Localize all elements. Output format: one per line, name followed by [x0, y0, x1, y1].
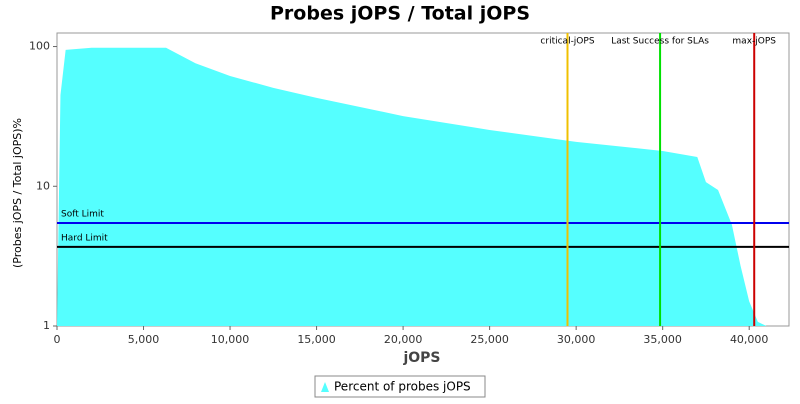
limit-label: Hard Limit — [61, 233, 108, 243]
legend-swatch — [321, 382, 329, 392]
x-tick-label: 0 — [54, 333, 61, 346]
y-axis-label: (Probes jOPS / Total jOPS)% — [11, 118, 24, 268]
x-tick-label: 30,000 — [557, 333, 596, 346]
x-tick-label: 15,000 — [297, 333, 336, 346]
marker-label: Last Success for SLAs — [611, 37, 709, 47]
chart-title: Probes jOPS / Total jOPS — [270, 3, 530, 25]
limit-label: Soft Limit — [61, 209, 104, 219]
area — [57, 47, 789, 327]
x-tick-label: 20,000 — [384, 333, 423, 346]
y-tick-label: 1 — [43, 319, 50, 332]
x-tick-label: 25,000 — [470, 333, 509, 346]
marker-label: max-jOPS — [732, 37, 776, 47]
y-tick-label: 10 — [36, 179, 50, 192]
x-tick-label: 10,000 — [211, 333, 250, 346]
legend-label: Percent of probes jOPS — [334, 380, 471, 394]
x-tick-label: 5,000 — [128, 333, 160, 346]
x-tick-label: 35,000 — [643, 333, 682, 346]
marker-label: critical-jOPS — [540, 37, 594, 47]
legend-box — [314, 375, 486, 398]
x-axis-label: jOPS — [402, 350, 440, 366]
legend: Percent of probes jOPS — [314, 375, 486, 398]
x-tick-label: 40,000 — [730, 333, 769, 346]
y-tick-label: 100 — [29, 40, 50, 53]
